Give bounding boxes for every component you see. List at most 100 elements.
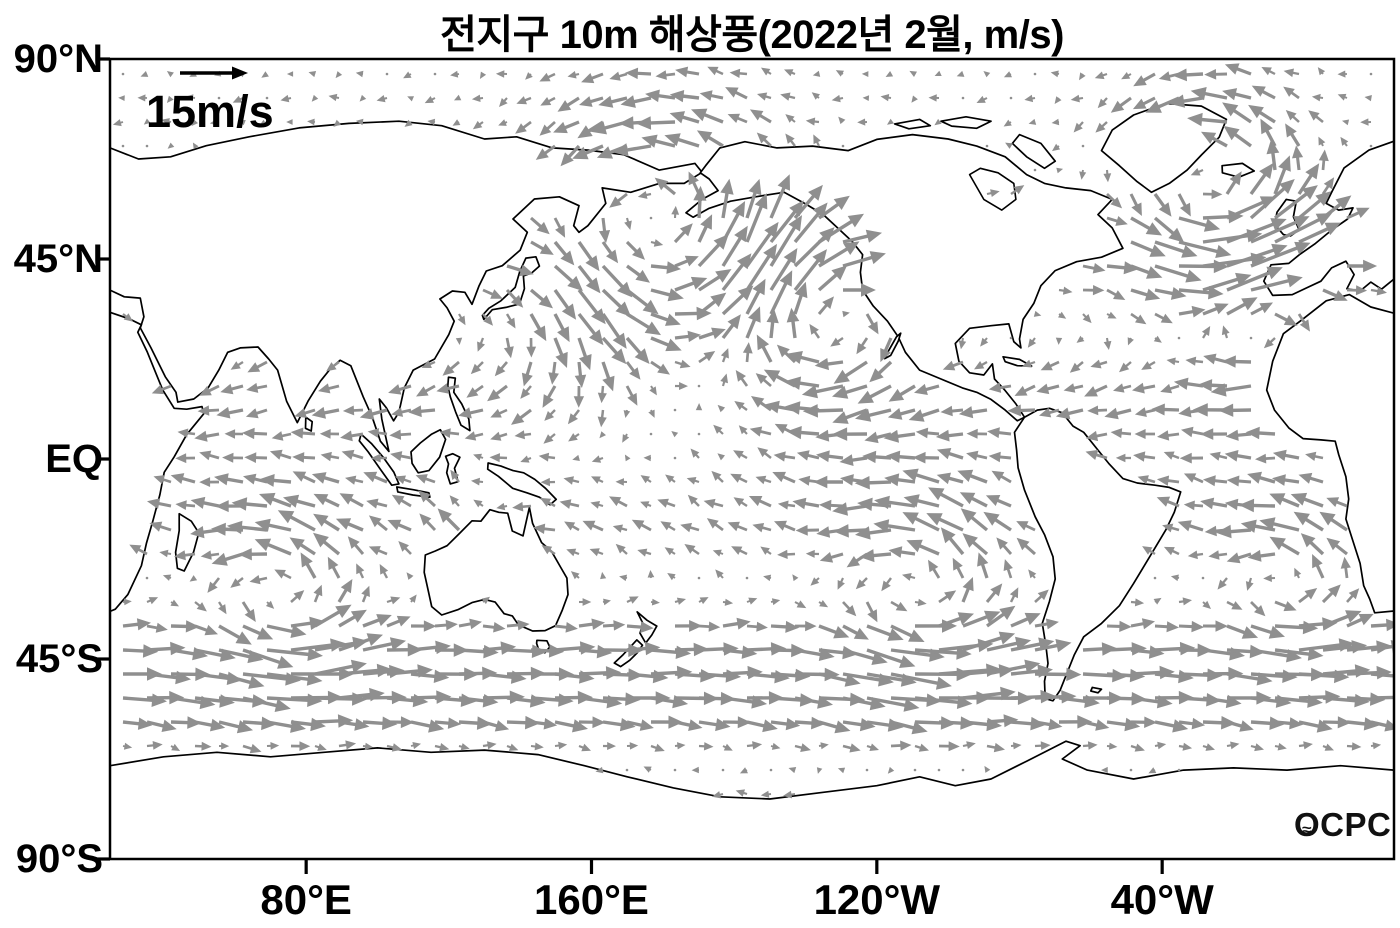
wind-arrow	[1170, 574, 1180, 582]
wind-arrow	[720, 178, 734, 219]
wind-arrow	[649, 385, 657, 396]
wind-arrow	[609, 192, 628, 208]
wind-arrow	[408, 405, 436, 418]
wind-arrow	[612, 524, 628, 533]
wind-arrow	[434, 619, 458, 631]
coastline-arctic-islands-b	[893, 118, 932, 130]
wind-arrow	[535, 144, 556, 160]
wind-arrow	[1251, 85, 1276, 100]
wind-arrow	[837, 577, 845, 590]
wind-arrow	[961, 577, 974, 603]
wind-arrow	[579, 598, 592, 606]
wind-arrow	[1134, 407, 1156, 417]
wind-arrow	[1058, 311, 1067, 319]
wind-arrow	[915, 427, 940, 439]
wind-arrow	[818, 624, 850, 639]
wind-arrow	[327, 556, 341, 579]
wind-arrow	[170, 716, 202, 729]
wind-arrow	[1177, 193, 1191, 217]
wind-arrow	[1076, 335, 1085, 343]
wind-arrow	[482, 720, 510, 732]
wind-arrow	[218, 720, 253, 734]
wind-arrow	[650, 336, 682, 352]
wind-arrow	[1203, 353, 1228, 365]
wind-arrow	[177, 428, 196, 438]
wind-arrow	[865, 768, 869, 772]
x-tick-label: 40°W	[1110, 876, 1214, 923]
wind-arrow	[1034, 589, 1049, 603]
wind-arrow	[1274, 647, 1324, 661]
wind-arrow	[577, 241, 600, 272]
wind-arrow	[780, 92, 796, 101]
wind-arrow	[269, 449, 292, 460]
wind-arrow	[1202, 600, 1211, 609]
wind-arrow	[1337, 93, 1348, 101]
wind-arrow	[961, 768, 965, 772]
wind-arrow	[289, 537, 316, 556]
wind-arrow	[314, 659, 367, 676]
wind-arrow	[1156, 475, 1180, 486]
wind-arrow	[1090, 359, 1108, 369]
wind-arrow	[521, 361, 533, 387]
wind-arrow	[570, 571, 580, 580]
wind-arrow	[1298, 588, 1318, 604]
wind-arrow	[577, 312, 604, 346]
wind-arrow	[1009, 336, 1013, 340]
wind-arrow	[189, 575, 198, 582]
wind-arrow	[174, 550, 196, 561]
wind-arrow	[986, 659, 1041, 676]
wind-arrow	[722, 743, 733, 751]
wind-arrow	[333, 119, 341, 127]
axis-ticks	[96, 57, 1164, 874]
wind-arrow	[1014, 384, 1036, 396]
wind-arrow	[625, 240, 645, 260]
wind-arrow	[686, 477, 700, 485]
wind-arrow	[512, 501, 532, 512]
wind-arrow	[755, 475, 772, 485]
wind-arrow	[259, 474, 292, 487]
wind-arrow	[717, 453, 725, 461]
wind-arrow	[505, 288, 524, 308]
wind-arrow	[1153, 576, 1157, 580]
wind-arrow	[274, 569, 292, 580]
wind-arrow	[1247, 549, 1276, 562]
wind-arrow	[1298, 472, 1324, 484]
wind-arrow	[590, 501, 604, 509]
wind-arrow	[506, 619, 530, 631]
wind-arrow	[783, 790, 796, 799]
wind-arrow	[1311, 93, 1324, 102]
wind-arrow	[934, 70, 942, 76]
wind-arrow	[961, 96, 965, 100]
wind-arrow	[746, 741, 763, 750]
wind-arrow	[1009, 96, 1013, 100]
wind-arrow	[1250, 302, 1273, 316]
wind-arrow	[1130, 645, 1165, 659]
wind-arrow	[1082, 741, 1098, 750]
wind-arrow	[151, 384, 172, 395]
wind-arrow	[1347, 259, 1378, 273]
wind-arrow	[1103, 337, 1112, 350]
wind-arrow	[627, 691, 671, 705]
wind-arrow	[199, 477, 220, 487]
wind-arrow	[1177, 336, 1181, 340]
wind-arrow	[645, 89, 676, 103]
wind-arrow	[553, 289, 577, 320]
wind-arrow	[862, 95, 870, 101]
wind-arrow	[654, 177, 677, 196]
wind-arrow	[1222, 88, 1252, 101]
wind-arrow	[957, 469, 988, 484]
wind-arrow	[481, 596, 490, 605]
wind-arrow	[818, 241, 860, 268]
wind-arrow	[1113, 383, 1132, 393]
wind-arrow	[1094, 71, 1108, 80]
wind-arrow	[928, 487, 964, 508]
coastline-antarctica	[110, 740, 1394, 859]
wind-arrow	[231, 497, 268, 511]
wind-arrow	[118, 95, 125, 101]
wind-arrow	[697, 292, 727, 316]
coastline-africa-west	[1265, 293, 1394, 614]
wind-arrow	[499, 97, 508, 107]
wind-arrow	[770, 717, 801, 731]
wind-arrow	[813, 134, 821, 147]
wind-arrow	[816, 450, 844, 463]
